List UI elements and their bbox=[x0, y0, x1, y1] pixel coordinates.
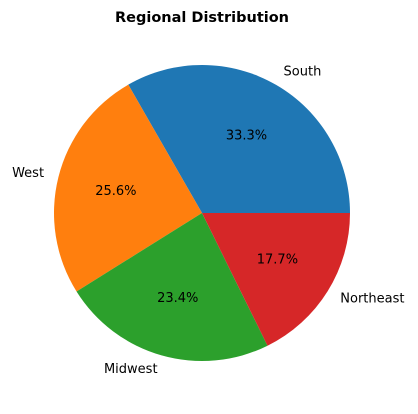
slice-west bbox=[53, 84, 202, 292]
slice-northeast bbox=[202, 213, 350, 346]
slice-south bbox=[128, 65, 350, 213]
slice-midwest bbox=[76, 213, 268, 362]
category-label-south: South bbox=[284, 65, 322, 80]
percent-label-northeast: 17.7% bbox=[257, 252, 298, 267]
category-label-west: West bbox=[12, 166, 44, 181]
pie-slices bbox=[53, 65, 350, 362]
category-label-northeast: Northeast bbox=[340, 291, 404, 306]
chart-title: Regional Distribution bbox=[115, 10, 289, 26]
pie-labels: South 33.3% West 25.6% Midwest 23.4% Northeast… bbox=[12, 65, 404, 378]
percent-label-south: 33.3% bbox=[226, 129, 267, 144]
percent-label-west: 25.6% bbox=[95, 184, 136, 199]
percent-label-midwest: 23.4% bbox=[157, 291, 198, 306]
category-label-midwest: Midwest bbox=[104, 362, 158, 377]
